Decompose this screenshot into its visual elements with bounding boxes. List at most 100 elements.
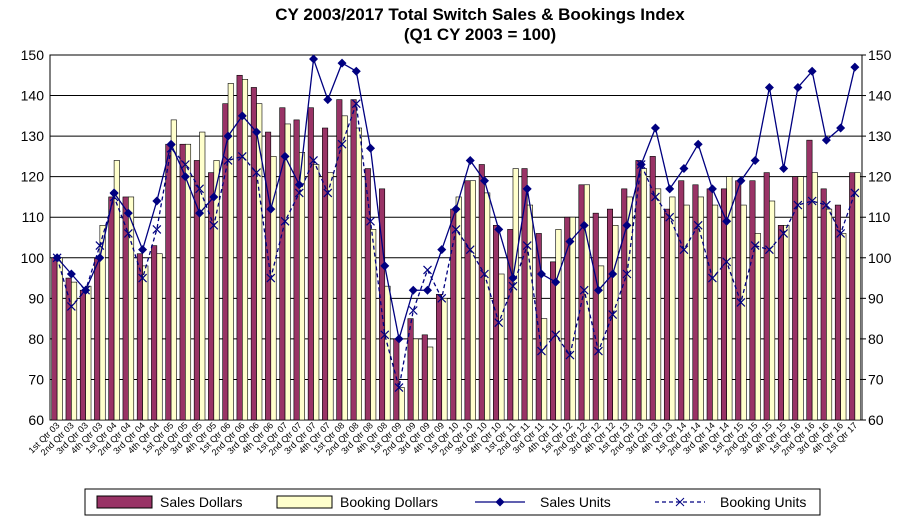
marker bbox=[608, 269, 618, 279]
y-tick-label: 140 bbox=[21, 88, 45, 104]
marker bbox=[836, 123, 846, 133]
marker bbox=[807, 66, 817, 76]
y2-tick-label: 70 bbox=[868, 371, 884, 387]
bar bbox=[227, 83, 234, 421]
y2-tick-label: 100 bbox=[868, 250, 892, 266]
bar bbox=[370, 229, 377, 421]
marker bbox=[551, 330, 561, 340]
bar bbox=[763, 172, 770, 421]
marker bbox=[622, 220, 632, 230]
marker bbox=[266, 273, 276, 283]
bar bbox=[256, 103, 263, 421]
bar bbox=[464, 180, 471, 421]
marker bbox=[437, 293, 447, 303]
bar bbox=[151, 245, 158, 421]
marker bbox=[707, 184, 717, 194]
marker bbox=[152, 224, 162, 234]
marker bbox=[337, 139, 347, 149]
bar bbox=[236, 74, 243, 421]
chart-subtitle: (Q1 CY 2003 = 100) bbox=[404, 25, 556, 44]
marker bbox=[750, 241, 760, 251]
bar bbox=[820, 188, 827, 421]
marker bbox=[351, 99, 361, 109]
bar bbox=[355, 127, 362, 421]
y-tick-label: 70 bbox=[28, 371, 44, 387]
marker bbox=[95, 241, 105, 251]
marker bbox=[764, 82, 774, 92]
marker bbox=[465, 245, 475, 255]
bar bbox=[598, 265, 605, 421]
marker bbox=[423, 265, 432, 275]
legend-label: Sales Dollars bbox=[160, 494, 242, 510]
marker bbox=[522, 184, 532, 194]
bar bbox=[313, 164, 320, 421]
bar bbox=[327, 172, 334, 421]
bar bbox=[612, 225, 619, 421]
marker bbox=[66, 302, 76, 311]
legend-label: Booking Units bbox=[720, 494, 806, 510]
chart-title: CY 2003/2017 Total Switch Sales & Bookin… bbox=[275, 5, 685, 24]
bar bbox=[663, 208, 670, 421]
marker bbox=[323, 188, 333, 198]
marker bbox=[508, 281, 518, 291]
bar bbox=[826, 208, 833, 421]
marker bbox=[294, 180, 304, 190]
y-tick-label: 60 bbox=[28, 412, 44, 428]
bar bbox=[797, 176, 804, 421]
bar bbox=[777, 225, 784, 421]
legend-swatch bbox=[96, 495, 153, 509]
marker bbox=[707, 273, 717, 283]
marker bbox=[437, 245, 447, 255]
marker bbox=[66, 269, 76, 279]
y2-tick-label: 140 bbox=[868, 88, 892, 104]
marker bbox=[779, 229, 789, 238]
marker bbox=[366, 216, 375, 226]
bar bbox=[364, 168, 371, 421]
bar bbox=[165, 143, 172, 421]
bar bbox=[270, 156, 277, 421]
bar bbox=[697, 196, 704, 421]
bar bbox=[71, 281, 78, 421]
marker bbox=[736, 176, 746, 186]
bar bbox=[208, 172, 215, 421]
y-tick-label: 80 bbox=[28, 331, 44, 347]
marker bbox=[693, 139, 703, 149]
bar bbox=[669, 196, 676, 421]
marker bbox=[593, 285, 603, 295]
bar bbox=[712, 204, 719, 421]
bar bbox=[185, 143, 192, 421]
bar bbox=[350, 99, 357, 421]
marker bbox=[309, 156, 318, 165]
marker bbox=[650, 123, 660, 133]
marker bbox=[152, 196, 162, 206]
marker bbox=[223, 131, 233, 141]
marker bbox=[223, 156, 233, 165]
marker bbox=[536, 269, 546, 279]
marker bbox=[423, 285, 433, 295]
bar bbox=[293, 119, 300, 421]
bar bbox=[512, 168, 519, 421]
bar bbox=[284, 123, 291, 421]
bar bbox=[341, 115, 348, 421]
marker bbox=[764, 245, 774, 255]
marker bbox=[494, 224, 504, 234]
marker bbox=[380, 330, 390, 340]
marker bbox=[693, 220, 703, 230]
bar bbox=[427, 346, 434, 421]
marker bbox=[209, 192, 219, 202]
marker bbox=[608, 310, 618, 319]
bar bbox=[811, 172, 818, 421]
bar bbox=[655, 188, 662, 421]
marker bbox=[836, 229, 846, 238]
marker bbox=[622, 269, 632, 279]
bar bbox=[170, 119, 177, 421]
bar bbox=[806, 139, 813, 421]
bar bbox=[578, 184, 585, 421]
y2-tick-label: 60 bbox=[868, 412, 884, 428]
marker bbox=[237, 111, 247, 121]
marker bbox=[123, 208, 133, 218]
legend-marker bbox=[495, 497, 505, 507]
y-tick-label: 100 bbox=[21, 250, 45, 266]
bar bbox=[541, 318, 548, 421]
